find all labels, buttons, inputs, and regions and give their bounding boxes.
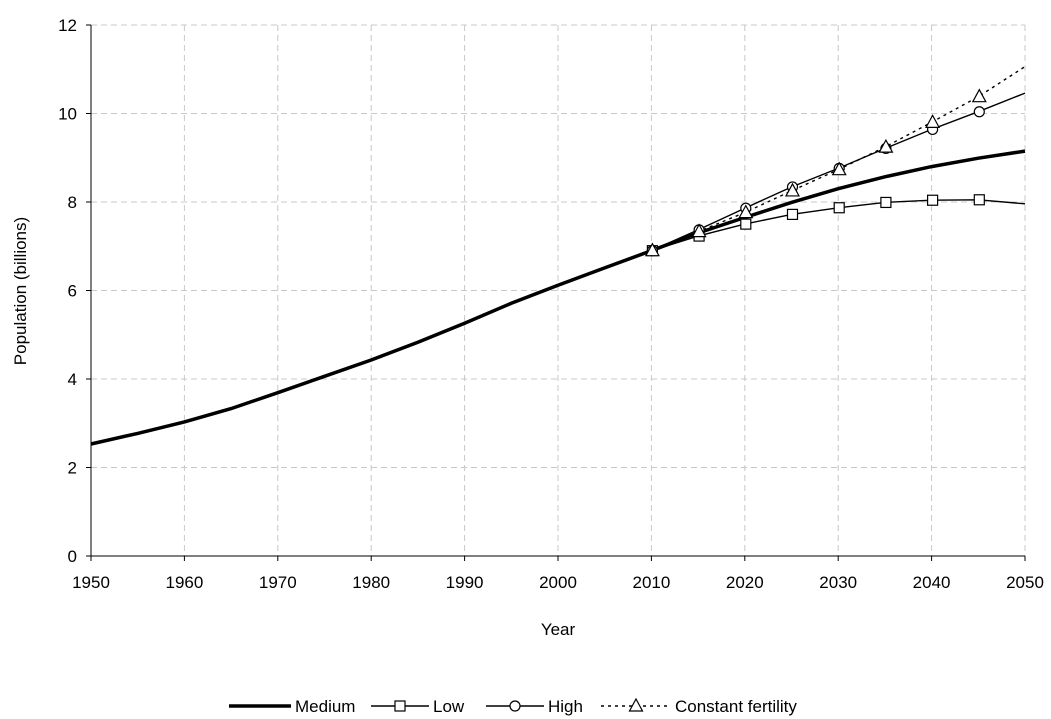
y-tick-label: 4 [68, 370, 77, 389]
x-tick-label: 2010 [632, 573, 670, 592]
y-tick-label: 12 [58, 16, 77, 35]
point-marker [509, 700, 521, 712]
legend-item-high: High [486, 697, 583, 716]
point-marker [971, 88, 987, 103]
point-marker [628, 697, 644, 712]
x-tick-label: 1950 [72, 573, 110, 592]
legend: Medium Low High Constant fertility [229, 697, 797, 716]
point-marker [926, 194, 939, 206]
y-tick-label: 0 [68, 547, 77, 566]
point-marker [394, 700, 406, 712]
y-tick-label: 10 [58, 105, 77, 124]
point-marker [740, 218, 752, 230]
point-marker [833, 202, 845, 214]
tick-labels: 1950 1960 1970 1980 1990 2000 2010 2020 2030 2040… [58, 16, 1044, 592]
y-tick-label: 2 [68, 459, 77, 478]
point-marker [831, 161, 847, 176]
x-tick-label: 1990 [446, 573, 484, 592]
x-tick-label: 1970 [259, 573, 297, 592]
x-axis-title: Year [541, 620, 576, 639]
x-tick-label: 1980 [352, 573, 390, 592]
series-line-medium [90, 149, 1026, 446]
point-marker [925, 114, 941, 128]
grid [91, 24, 1026, 556]
legend-label: Constant fertility [675, 697, 797, 716]
x-tick-label: 2050 [1006, 573, 1044, 592]
legend-item-low: Low [371, 697, 465, 716]
point-marker [973, 194, 985, 206]
point-marker [973, 106, 985, 118]
x-tick-label: 2030 [819, 573, 857, 592]
legend-label: High [548, 697, 583, 716]
axes [86, 24, 1026, 561]
point-marker [644, 242, 660, 257]
y-axis-title: Population (billions) [11, 217, 30, 365]
y-tick-label: 6 [68, 282, 77, 301]
legend-item-constant-fertility: Constant fertility [601, 697, 797, 716]
point-marker [738, 204, 754, 219]
x-tick-label: 2040 [913, 573, 951, 592]
x-tick-label: 2000 [539, 573, 577, 592]
legend-label: Low [433, 697, 465, 716]
point-marker [691, 223, 707, 238]
point-marker [880, 196, 892, 209]
series-layer [90, 66, 1026, 446]
y-tick-label: 8 [68, 193, 77, 212]
legend-item-medium: Medium [229, 697, 355, 716]
point-marker [878, 138, 894, 153]
point-marker [786, 208, 799, 220]
legend-label: Medium [295, 697, 355, 716]
point-marker [784, 182, 801, 197]
x-tick-label: 2020 [726, 573, 764, 592]
x-tick-label: 1960 [165, 573, 203, 592]
